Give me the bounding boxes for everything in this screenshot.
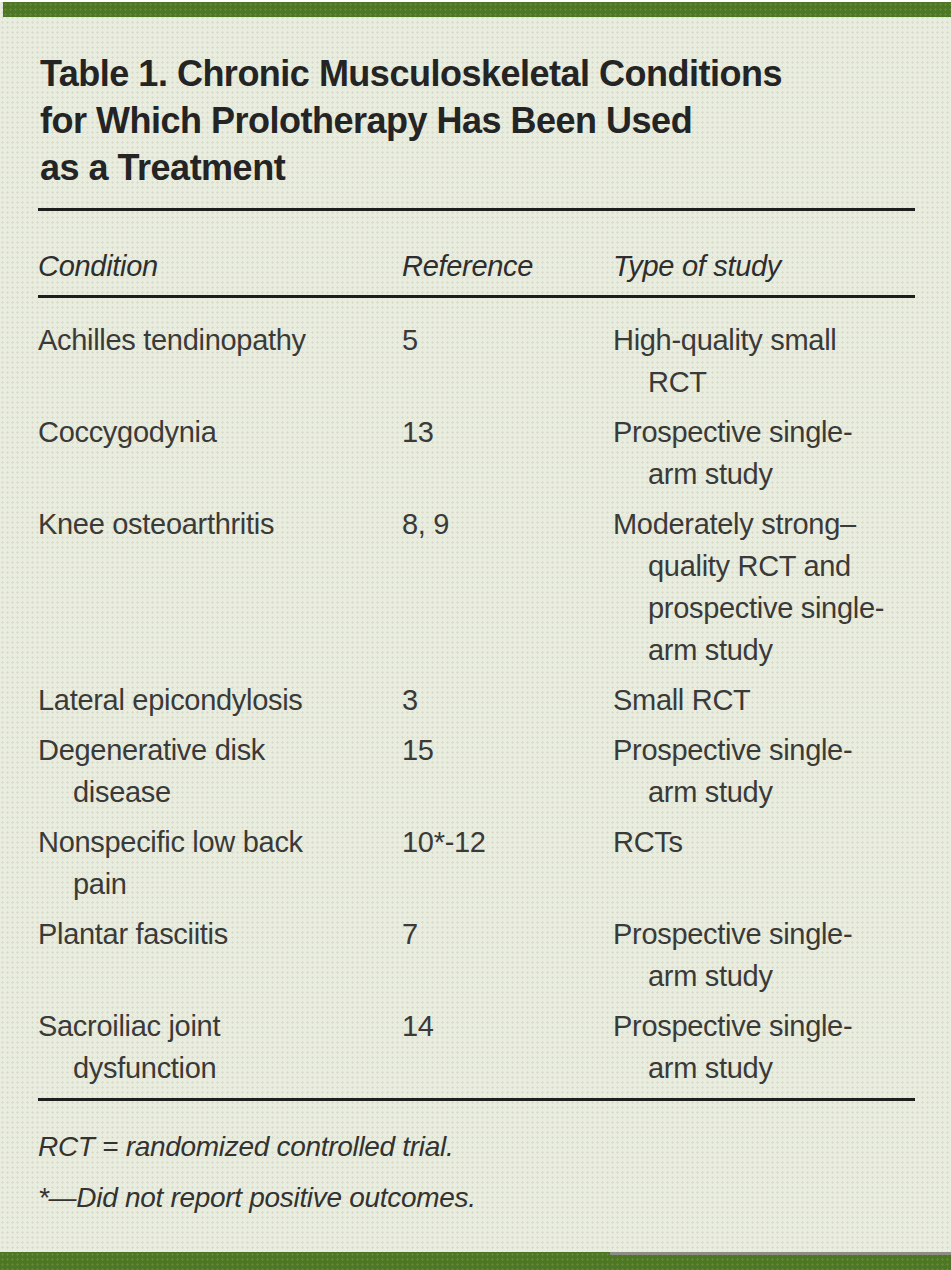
study-type-cell: Prospective single- arm study [613,729,915,813]
reference-cell: 14 [402,1005,613,1089]
table-title: Table 1. Chronic Musculoskeletal Conditi… [40,50,915,191]
reference-cell: 13 [402,411,613,495]
condition-cell: Coccygodynia [38,411,402,495]
study-type-cell: Prospective single- arm study [613,913,915,997]
horizontal-rule-bottom [38,1098,915,1101]
condition-cell: Knee osteoarthritis [38,503,402,671]
column-header-reference: Reference [402,249,613,284]
condition-cell: Degenerative disk disease [38,729,402,813]
table-row: Degenerative disk disease 15 Prospective… [38,729,915,813]
table-row: Knee osteoarthritis 8, 9 Moderately stro… [38,503,915,671]
table-figure: Table 1. Chronic Musculoskeletal Conditi… [38,0,915,1215]
column-header-type-of-study: Type of study [613,249,915,284]
condition-cell: Achilles tendinopathy [38,319,402,403]
study-type-cell: Prospective single- arm study [613,1005,915,1089]
table-row: Nonspecific low back pain 10*-12 RCTs [38,821,915,905]
table-row: Lateral epicondylosis 3 Small RCT [38,679,915,721]
reference-cell: 5 [402,319,613,403]
table-row: Plantar fasciitis 7 Prospective single- … [38,913,915,997]
footnote-asterisk: *—Did not report positive outcomes. [38,1181,915,1215]
column-header-condition: Condition [38,249,402,284]
reference-cell: 10*-12 [402,821,613,905]
column-header-row: Condition Reference Type of study [38,249,915,284]
reference-cell: 8, 9 [402,503,613,671]
study-type-cell: Moderately strong– quality RCT and prosp… [613,503,915,671]
study-type-cell: Small RCT [613,679,915,721]
bottom-gray-stripe [610,1252,951,1255]
horizontal-rule-header [38,295,915,298]
condition-cell: Sacroiliac joint dysfunction [38,1005,402,1089]
reference-cell: 15 [402,729,613,813]
condition-cell: Nonspecific low back pain [38,821,402,905]
study-type-cell: RCTs [613,821,915,905]
horizontal-rule-top [38,208,915,211]
reference-cell: 3 [402,679,613,721]
study-type-cell: High-quality small RCT [613,319,915,403]
table-body: Achilles tendinopathy 5 High-quality sma… [38,319,915,1089]
condition-cell: Lateral epicondylosis [38,679,402,721]
study-type-cell: Prospective single- arm study [613,411,915,495]
table-row: Coccygodynia 13 Prospective single- arm … [38,411,915,495]
table-row: Achilles tendinopathy 5 High-quality sma… [38,319,915,403]
footnote-rct-definition: RCT = randomized controlled trial. [38,1130,915,1164]
reference-cell: 7 [402,913,613,997]
condition-cell: Plantar fasciitis [38,913,402,997]
table-row: Sacroiliac joint dysfunction 14 Prospect… [38,1005,915,1089]
